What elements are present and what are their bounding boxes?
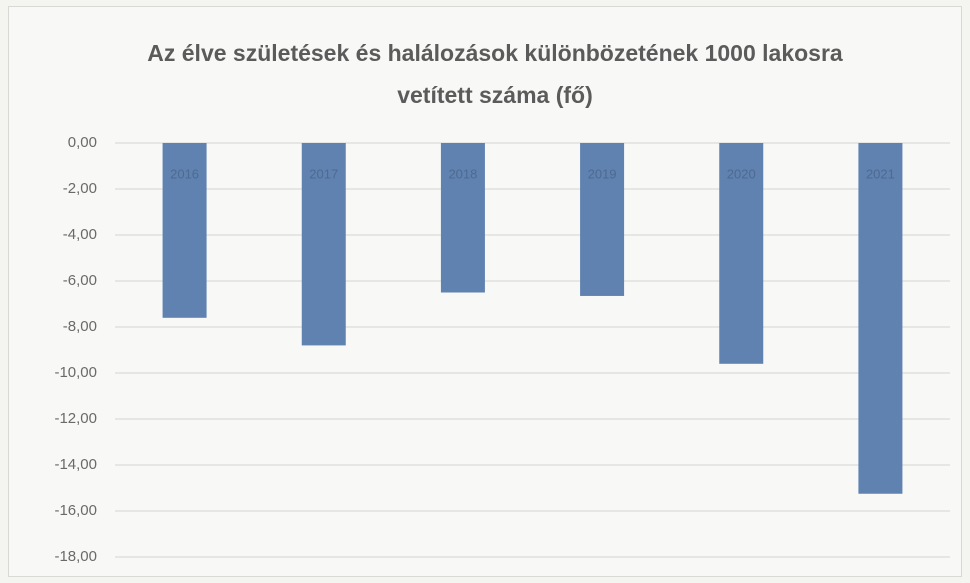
x-tick-label: 2018 bbox=[448, 166, 477, 181]
x-tick-label: 2020 bbox=[727, 166, 756, 181]
y-tick-label: -4,00 bbox=[63, 226, 97, 243]
x-tick-label: 2017 bbox=[309, 166, 338, 181]
x-tick-label: 2019 bbox=[588, 166, 617, 181]
x-tick-label: 2016 bbox=[170, 166, 199, 181]
bar bbox=[580, 143, 625, 296]
bar bbox=[440, 143, 485, 293]
chart-title: Az élve születések és halálozások különb… bbox=[147, 40, 843, 108]
bar bbox=[162, 143, 207, 318]
y-tick-label: -2,00 bbox=[63, 180, 97, 197]
y-tick-label: -6,00 bbox=[63, 272, 97, 289]
bar bbox=[719, 143, 764, 364]
y-tick-label: -16,00 bbox=[54, 502, 97, 519]
x-tick-label: 2021 bbox=[866, 166, 895, 181]
y-tick-label: -10,00 bbox=[54, 364, 97, 381]
y-tick-label: -12,00 bbox=[54, 410, 97, 427]
y-tick-label: -14,00 bbox=[54, 456, 97, 473]
bar bbox=[301, 143, 346, 346]
bar bbox=[858, 143, 903, 494]
y-tick-label: 0,00 bbox=[68, 134, 97, 151]
y-tick-label: -8,00 bbox=[63, 318, 97, 335]
y-tick-label: -18,00 bbox=[54, 548, 97, 565]
